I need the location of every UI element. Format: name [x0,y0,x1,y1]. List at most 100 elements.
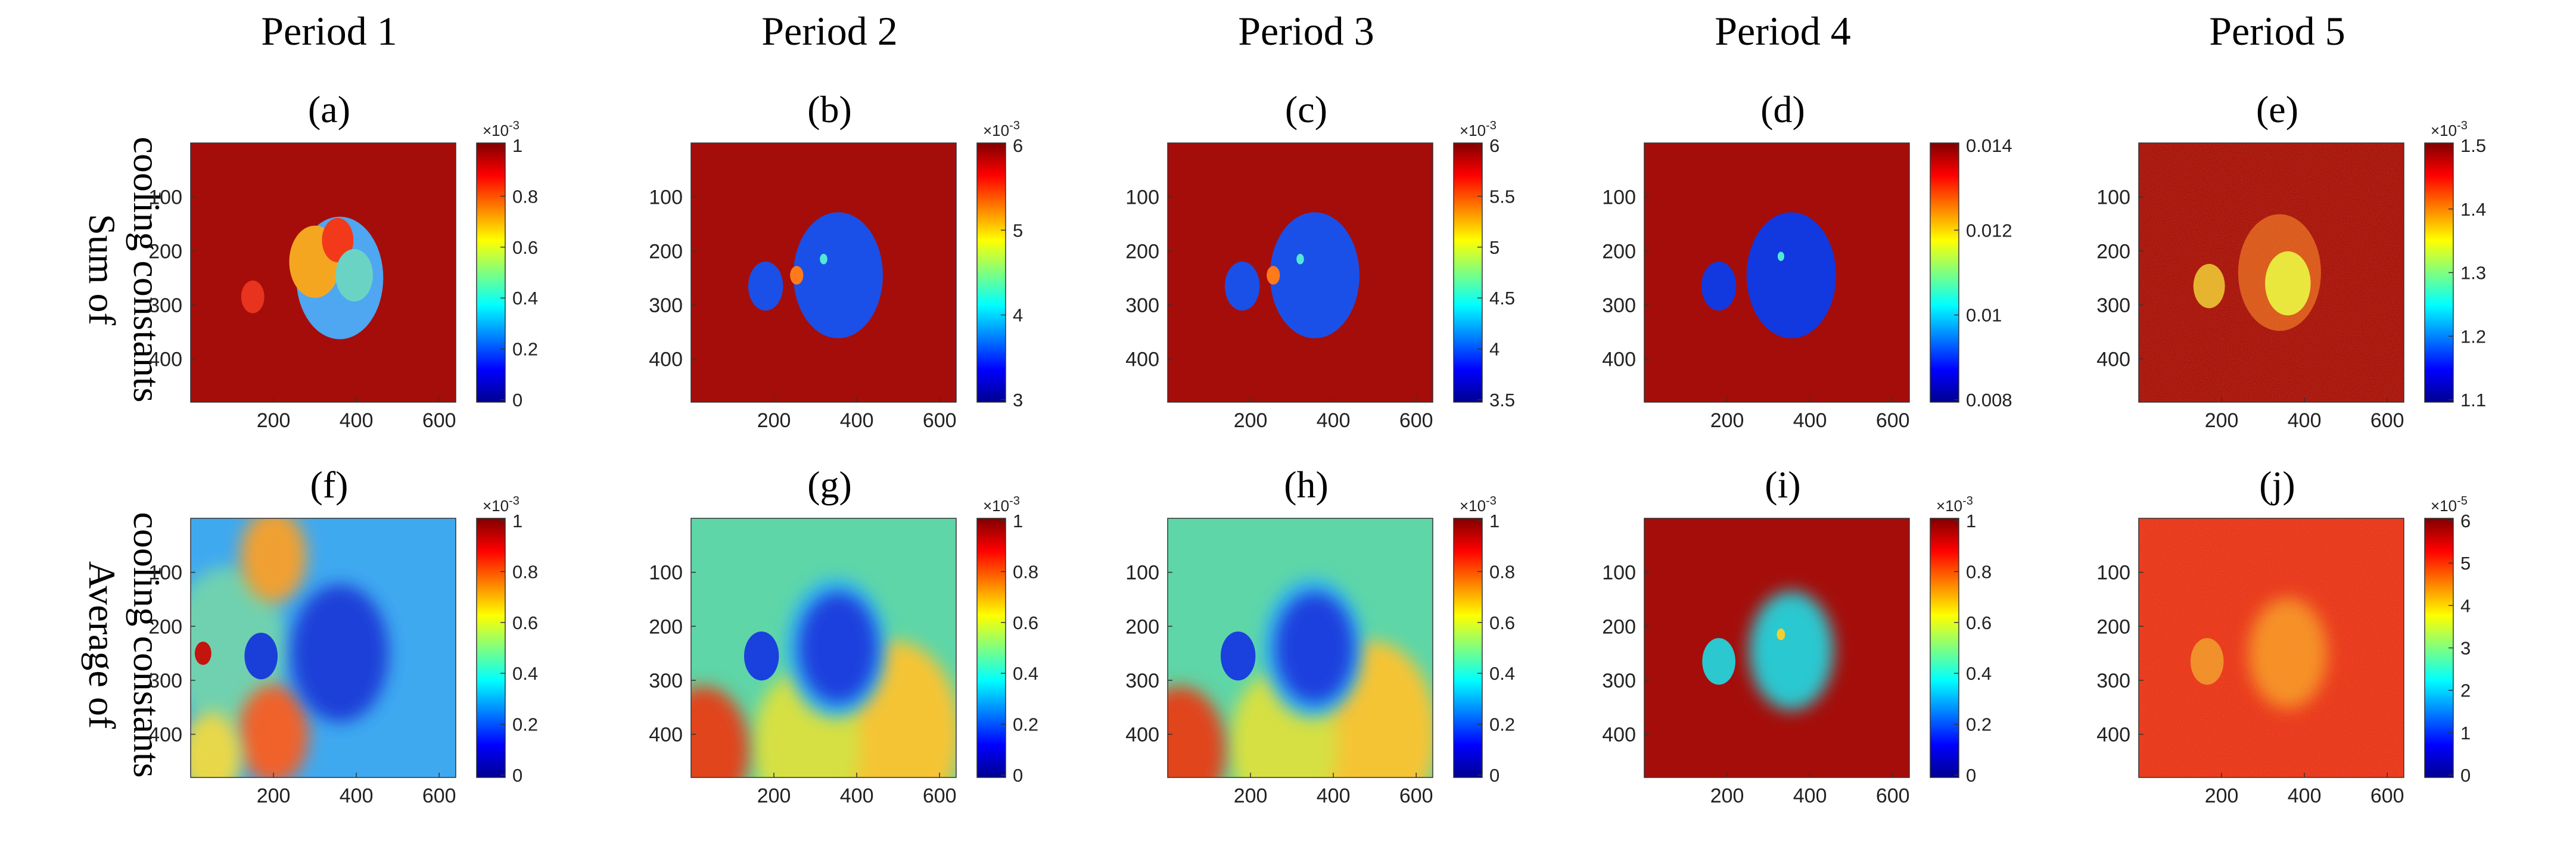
panel-label: (h) [1284,464,1329,506]
panel-label: (b) [807,88,852,130]
heatmap-panel: (c) 200 400 600 100 200 300 400 6 5.5 5 4.5 4 3.5 ×10-… [1125,88,1515,432]
y-tick-label: 300 [1602,294,1636,317]
panel-label: (j) [2259,464,2295,506]
colorbar-tick-label: 0 [1489,765,1499,786]
colorbar-exponent: ×10-3 [1936,494,1973,515]
y-tick-label: 400 [148,349,182,371]
heatmap-region [194,641,211,665]
heatmap-region [820,254,827,265]
colorbar [1930,518,1959,778]
x-tick-label: 200 [2205,785,2239,807]
heatmap-region [1224,262,1260,311]
colorbar [976,518,1006,778]
x-tick-label: 400 [1793,785,1827,807]
heatmap-region [244,632,278,680]
y-tick-label: 300 [148,670,182,692]
y-tick-label: 400 [148,724,182,746]
colorbar-tick-label: 1 [2460,723,2471,744]
heatmap-region [1221,631,1256,681]
heatmap-region [1168,686,1226,777]
heatmap-panel: (a) 200 400 600 100 200 300 400 1 0.8 0.6 0.4 0.2 0 ×1… [148,88,538,432]
colorbar-exponent-power: -3 [2457,119,2468,132]
colorbar-tick-label: 1 [512,511,522,531]
plot-frame [1167,518,1433,778]
plot-frame [690,142,957,403]
heatmap-region [291,584,389,723]
colorbar-tick-label: 1.3 [2460,263,2486,284]
x-tick-label: 600 [2370,409,2404,432]
colorbar-tick-label: 1 [1489,511,1499,531]
x-tick-label: 600 [2370,785,2404,807]
colorbar-exponent-base: ×10 [483,122,509,139]
plot-frame [190,142,456,403]
colorbar [1930,142,1959,403]
colorbar-tick-label: 0.008 [1966,390,2012,410]
y-tick-label: 400 [2096,349,2130,371]
x-tick-label: 400 [340,785,374,807]
colorbar-tick-label: 0.014 [1966,135,2012,156]
plot-frame [1644,142,1910,403]
y-tick-label: 400 [1125,724,1159,746]
heatmap-blobs [191,518,389,777]
y-tick-label: 100 [2096,562,2130,584]
colorbar-exponent-power: -3 [509,494,519,508]
y-tick-label: 100 [1125,562,1159,584]
y-tick-label: 200 [148,615,182,638]
heatmap-region [1701,262,1737,311]
colorbar-tick-label: 0.4 [512,288,538,309]
colorbar-tick-label: 4 [1013,305,1023,326]
y-tick-label: 100 [649,562,683,584]
y-tick-label: 100 [1602,562,1636,584]
y-tick-label: 300 [2096,670,2130,692]
heatmap-region [793,212,883,338]
heatmap-region [1270,212,1359,338]
heatmap-region [1267,266,1280,285]
heatmap-blobs [1702,591,1834,710]
colorbar-tick-label: 0.4 [1013,663,1038,684]
column-title: Period 4 [1715,8,1851,54]
heatmap-region [1777,629,1785,640]
x-tick-label: 400 [2288,785,2322,807]
panel-label: (f) [310,464,349,506]
row-title-line: Sum of [81,214,123,325]
colorbar [1453,142,1483,403]
colorbar-tick-label: 5.5 [1489,186,1515,207]
heatmap-region [1275,592,1354,704]
colorbar-tick-label: 0.8 [1013,561,1038,582]
heatmap-region [240,518,307,603]
colorbar-exponent-power: -3 [509,119,519,132]
y-tick-label: 200 [1125,615,1159,638]
x-tick-label: 600 [422,785,456,807]
colorbar-exponent-power: -5 [2457,494,2468,508]
panel-label: (i) [1765,464,1800,506]
x-tick-label: 400 [340,409,374,432]
colorbar-tick-label: 4.5 [1489,288,1515,309]
colorbar-tick-label: 0 [1966,765,1976,786]
heatmap-region [241,280,265,313]
colorbar-tick-label: 0.4 [1489,663,1515,684]
colorbar [976,142,1006,403]
heatmap-blobs [2139,143,2404,402]
x-tick-label: 400 [840,409,874,432]
colorbar-exponent: ×10-3 [983,119,1020,139]
panel-label: (d) [1760,88,1805,130]
panel-label: (g) [807,464,852,506]
plot-frame [1644,518,1910,778]
x-tick-label: 200 [1710,785,1744,807]
heatmap-region [744,631,779,681]
colorbar-tick-label: 1.2 [2460,326,2486,347]
colorbar-tick-label: 1 [1966,511,1976,531]
colorbar-exponent: ×10-5 [2431,494,2468,515]
y-tick-label: 200 [649,615,683,638]
y-tick-label: 200 [148,240,182,263]
x-tick-label: 600 [923,785,957,807]
colorbar-tick-label: 6 [1489,135,1499,156]
y-tick-label: 300 [1602,670,1636,692]
panel-label: (c) [1285,88,1327,130]
heatmap-panel: (g) 200 400 600 100 200 300 400 1 0.8 0.6 0.4 0.2 0 ×1… [649,464,1038,807]
heatmap-region [335,248,373,302]
colorbar-tick-label: 3 [2460,638,2471,659]
y-tick-label: 300 [148,294,182,317]
x-tick-label: 400 [1793,409,1827,432]
